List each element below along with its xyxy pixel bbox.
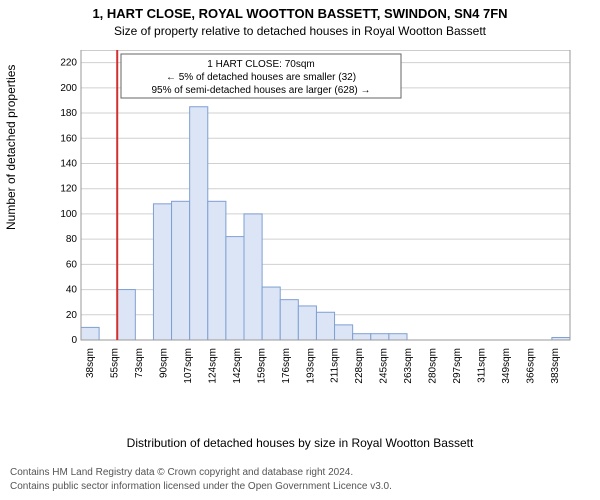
y-tick-label: 60 — [66, 259, 78, 270]
chart-title-line1: 1, HART CLOSE, ROYAL WOOTTON BASSETT, SW… — [0, 6, 600, 21]
histogram-svg: 0 20 40 60 80 100 120 140 160 180 200 220 1 HART CLO… — [55, 50, 575, 410]
footer-line1: Contains HM Land Registry data © Crown c… — [10, 467, 353, 478]
x-tick-label: 176sqm — [281, 348, 292, 384]
chart-title-line2: Size of property relative to detached ho… — [0, 24, 600, 38]
y-tick-label: 120 — [60, 184, 77, 195]
plot-area: 0 20 40 60 80 100 120 140 160 180 200 220 1 HART CLO… — [55, 50, 575, 370]
x-tick-label: 193sqm — [305, 348, 316, 384]
histogram-bar — [81, 327, 99, 340]
histogram-bar — [117, 290, 135, 340]
x-tick-label: 366sqm — [525, 348, 536, 384]
histogram-bar — [153, 204, 171, 340]
x-axis-caption: Distribution of detached houses by size … — [0, 436, 600, 450]
chart-container: 1, HART CLOSE, ROYAL WOOTTON BASSETT, SW… — [0, 0, 600, 500]
x-tick-label: 280sqm — [428, 348, 439, 384]
x-tick-label: 107sqm — [183, 348, 194, 384]
histogram-bar — [280, 300, 298, 340]
x-tick-label: 38sqm — [85, 348, 96, 378]
footer-line2: Contains public sector information licen… — [10, 481, 392, 492]
histogram-bar — [298, 306, 316, 340]
y-tick-label: 0 — [71, 335, 77, 346]
x-tick-label: 90sqm — [159, 348, 170, 378]
y-tick-label: 80 — [66, 234, 78, 245]
y-axis-label: Number of detached properties — [4, 65, 18, 230]
histogram-bar — [389, 334, 407, 340]
x-tick-label: 124sqm — [207, 348, 218, 384]
annotation-line3: 95% of semi-detached houses are larger (… — [151, 85, 370, 96]
x-tick-label: 311sqm — [476, 348, 487, 383]
histogram-bar — [335, 325, 353, 340]
histogram-bar — [208, 201, 226, 340]
histogram-bar — [190, 107, 208, 340]
y-tick-label: 20 — [66, 310, 78, 321]
y-tick-label: 100 — [60, 209, 77, 220]
histogram-bar — [262, 287, 280, 340]
histogram-bar — [244, 214, 262, 340]
annotation-line2: ← 5% of detached houses are smaller (32) — [166, 72, 356, 83]
x-tick-label: 245sqm — [379, 348, 390, 384]
x-tick-label: 349sqm — [501, 348, 512, 384]
x-tick-label: 73sqm — [134, 348, 145, 378]
x-tick-label: 383sqm — [550, 348, 561, 384]
x-tick-label: 142sqm — [232, 348, 243, 384]
x-tick-label: 297sqm — [452, 348, 463, 384]
x-tick-label: 55sqm — [110, 348, 121, 378]
x-tick-label: 211sqm — [330, 348, 341, 383]
histogram-bar — [371, 334, 389, 340]
histogram-bar — [172, 201, 190, 340]
y-tick-label: 40 — [66, 285, 78, 296]
y-tick-label: 200 — [60, 83, 77, 94]
y-tick-label: 220 — [60, 58, 77, 69]
y-tick-label: 160 — [60, 133, 77, 144]
histogram-bar — [226, 237, 244, 340]
histogram-bar — [316, 312, 334, 340]
annotation-line1: 1 HART CLOSE: 70sqm — [207, 59, 314, 70]
histogram-bar — [353, 334, 371, 340]
y-tick-label: 140 — [60, 158, 77, 169]
x-tick-label: 263sqm — [403, 348, 414, 384]
y-tick-label: 180 — [60, 108, 77, 119]
x-tick-label: 159sqm — [256, 348, 267, 384]
x-tick-label: 228sqm — [354, 348, 365, 384]
